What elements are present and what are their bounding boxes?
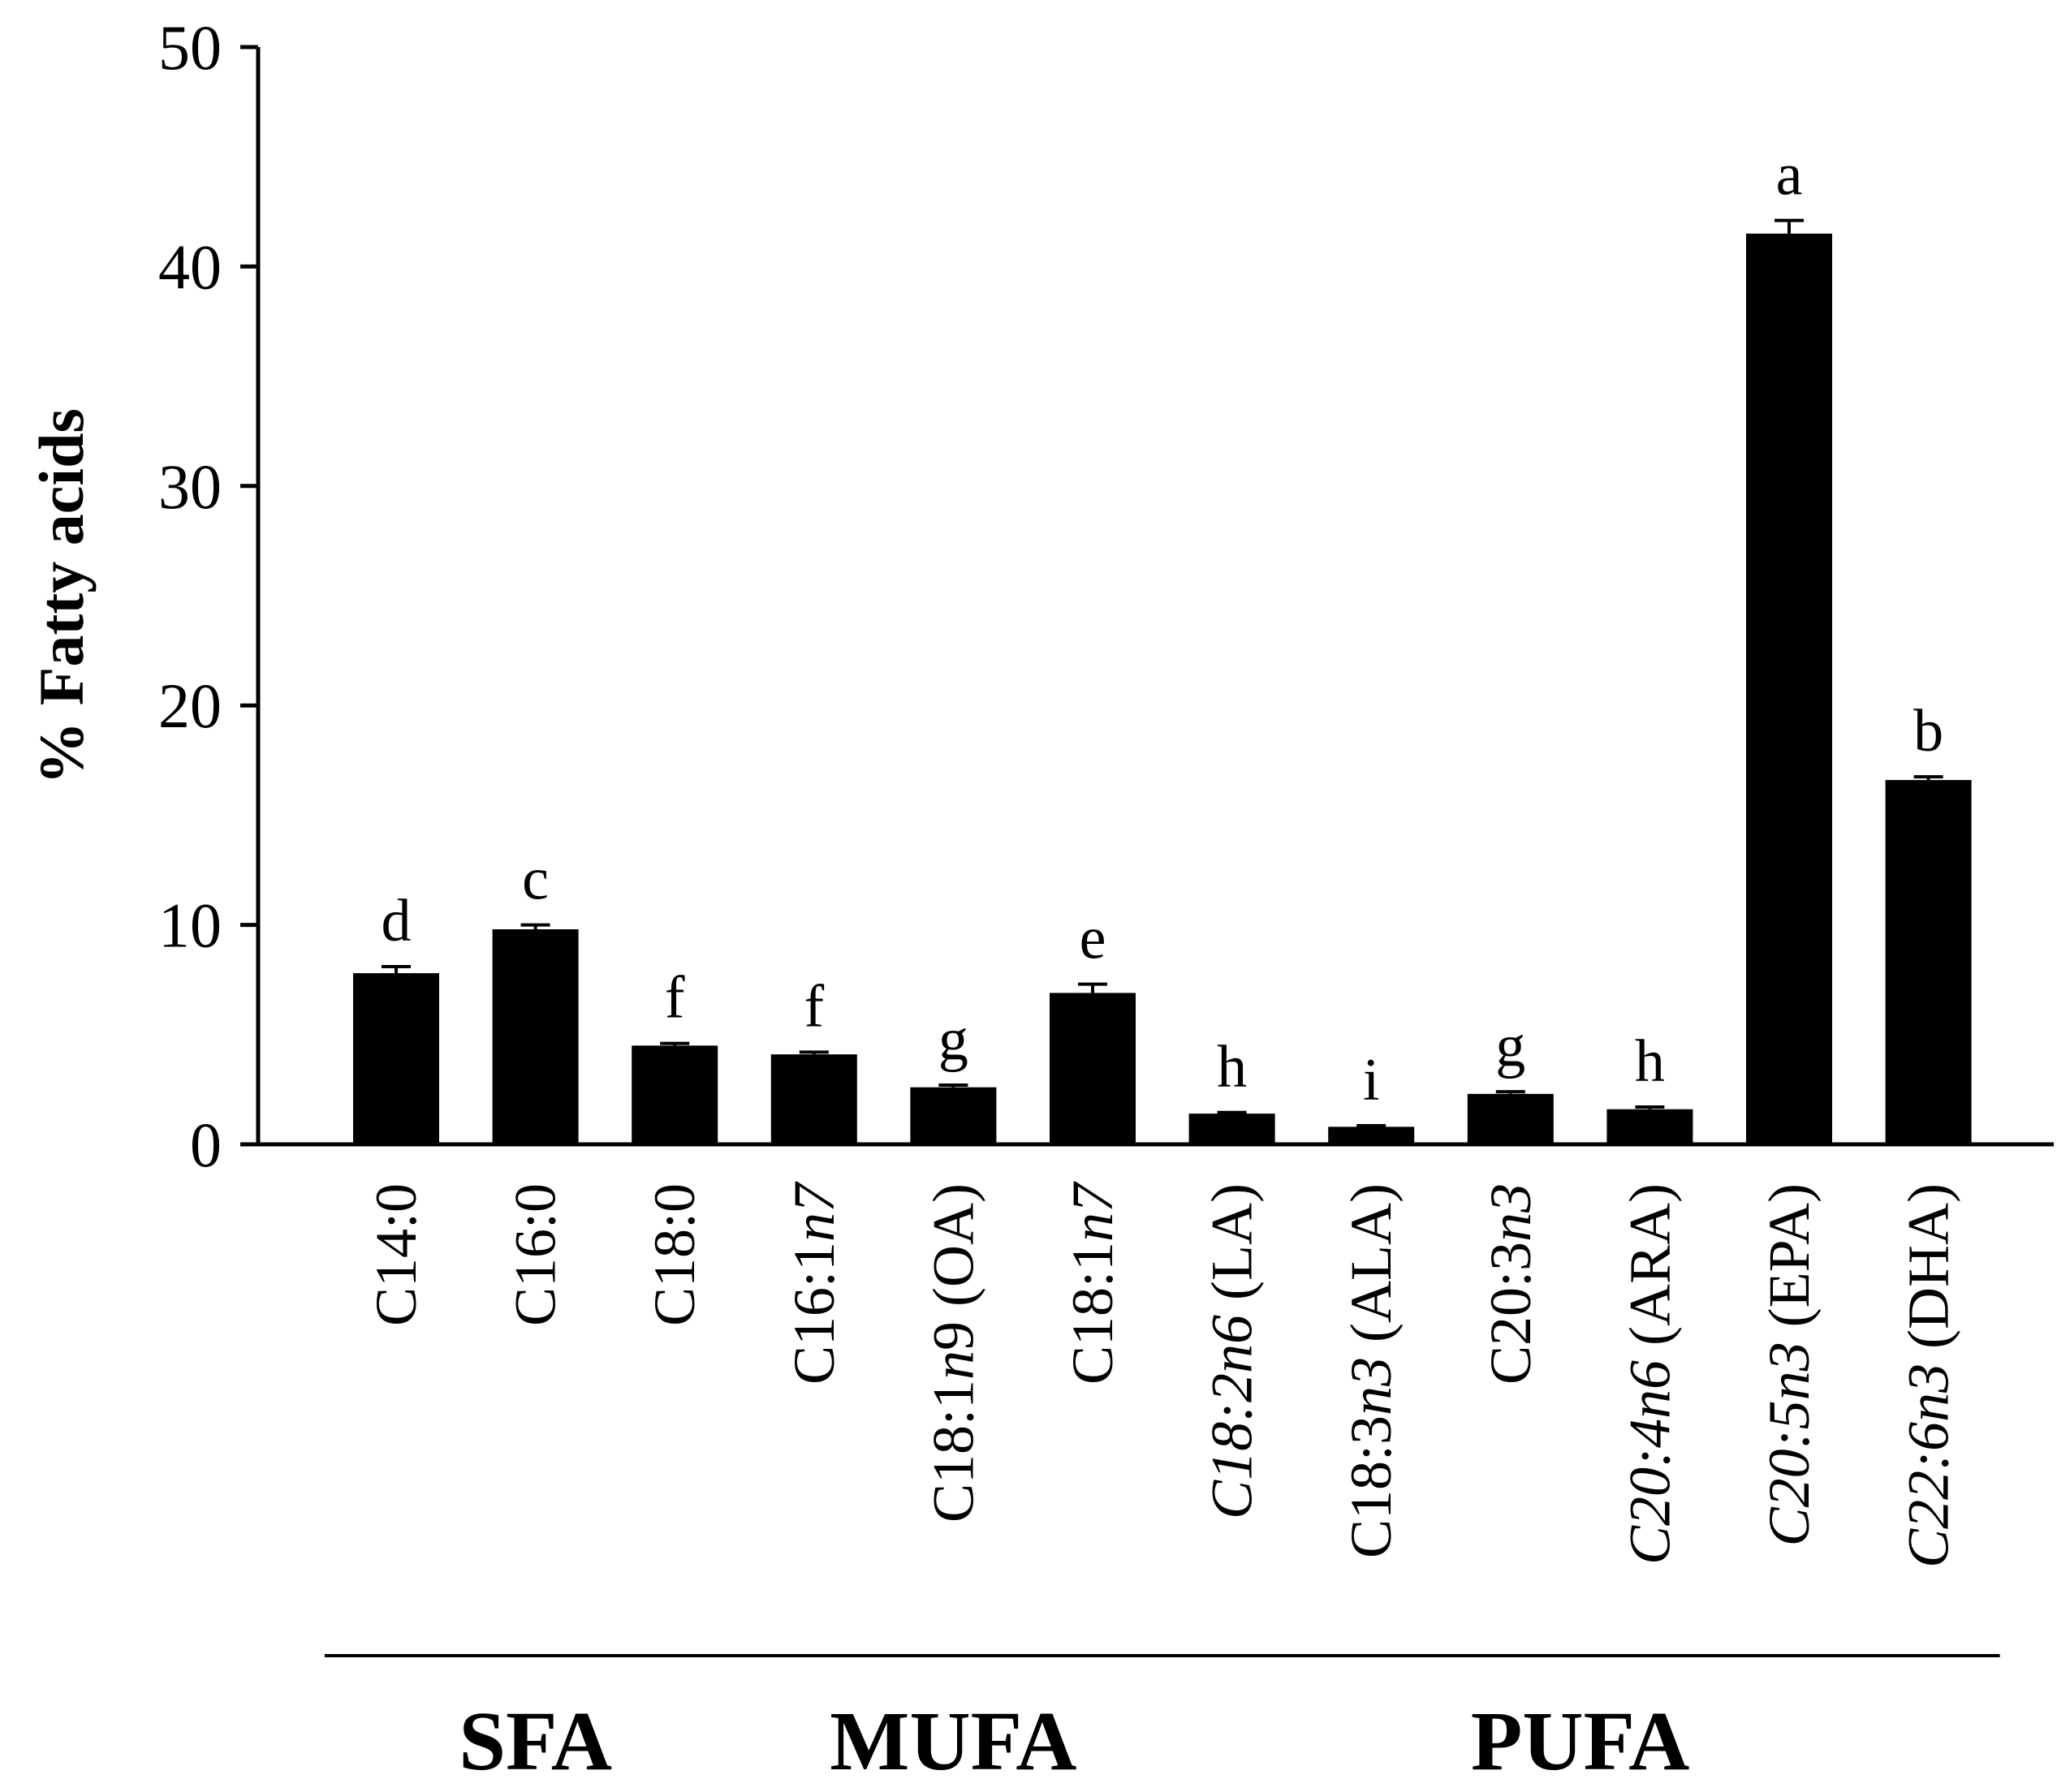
significance-letter: g [1495,1013,1525,1079]
axes: 0 10 20 30 40 50 % Fatty acids [26,12,2054,1180]
x-category-label: C18:0 [642,1183,707,1326]
x-category-label: C18:3n3 (ALA) [1339,1183,1404,1558]
significance-letter: f [804,973,824,1040]
x-category-label: C18:2n6 (LA) [1200,1183,1265,1519]
bar [770,1054,857,1144]
y-tick-label: 40 [158,231,222,302]
bar [1188,1114,1275,1144]
group-label: PUFA [1471,1695,1690,1788]
bar [1885,780,1972,1144]
significance-letter: g [938,1006,968,1073]
x-category-label: C14:0 [364,1183,429,1326]
x-category-label: C20:3n3 [1478,1183,1543,1385]
significance-letter: h [1635,1028,1665,1095]
x-category-label: C20:4n6 (ARA) [1617,1183,1682,1565]
bar [1746,233,1832,1145]
y-tick-label: 20 [158,670,222,741]
significance-letter: d [382,888,412,954]
significance-letter: c [522,846,549,913]
y-tick-label: 30 [158,451,222,522]
bar [1050,993,1136,1144]
x-category-label: C22:6n3 (DHA) [1896,1183,1961,1568]
significance-letter: i [1363,1047,1380,1114]
significance-letter: b [1913,698,1943,765]
x-category-label: C18:1n7 [1060,1181,1125,1385]
bar [910,1087,997,1144]
x-category-label: C18:1n9 (OA) [921,1183,985,1523]
bar [1467,1093,1554,1144]
x-category-label: C16:1n7 [782,1181,847,1385]
significance-letter: e [1080,906,1106,972]
y-tick-label: 10 [158,890,222,961]
significance-letter: a [1776,142,1803,209]
significance-letter: h [1217,1034,1247,1101]
bar [632,1045,718,1144]
group-brackets: SFA MUFA PUFA [325,1654,2000,1788]
labels: d C14:0 c C16:0 f C18:0 f C16:1n7 g C18:1n9 (OA) e… [364,142,1961,1568]
significance-letter: f [665,965,685,1032]
group-label: MUFA [830,1695,1076,1788]
y-tick-label: 0 [190,1109,222,1180]
x-category-label: C20:5n3 (EPA) [1757,1183,1822,1546]
bar [1328,1126,1415,1144]
bars [353,218,1972,1145]
bar [1606,1109,1693,1144]
y-tick-label: 50 [158,12,222,83]
y-axis-title: % Fatty acids [26,408,97,785]
group-label: SFA [459,1695,612,1788]
bar [492,929,579,1144]
x-category-label: C16:0 [503,1183,568,1326]
bar [353,973,439,1144]
